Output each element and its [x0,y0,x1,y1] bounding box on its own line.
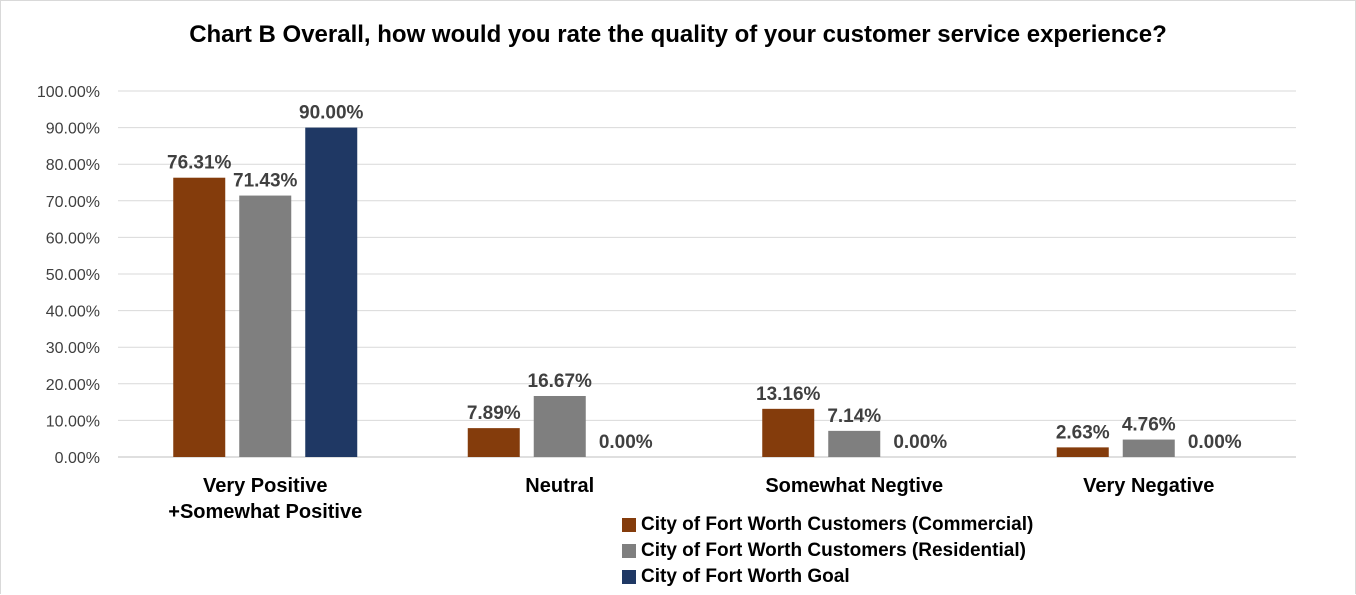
data-label: 7.14% [827,406,881,427]
legend-label: City of Fort Worth Goal [641,566,850,587]
legend: City of Fort Worth Customers (Commercial… [622,512,1033,590]
y-tick-label: 40.00% [46,304,100,321]
x-tick-label: Somewhat Negtive [765,475,943,497]
x-tick-label: Neutral [525,475,594,497]
y-tick-label: 90.00% [46,121,100,138]
data-label: 2.63% [1056,422,1110,443]
y-tick-label: 100.00% [37,84,100,101]
bar [239,195,292,457]
bar [467,428,520,457]
data-label: 4.76% [1122,415,1176,436]
bar [1122,439,1175,457]
legend-swatch [622,570,636,584]
x-tick-label: +Somewhat Positive [168,501,362,523]
y-axis: 0.00% 10.00% 20.00% 30.00% 40.00% 50.00% 60.00… [37,84,100,467]
bar [305,127,358,457]
chart-title: Chart B Overall, how would you rate the … [189,21,1167,48]
legend-label: City of Fort Worth Customers (Commercial… [641,514,1034,535]
y-tick-label: 30.00% [46,340,100,357]
data-label: 16.67% [528,371,593,392]
bar [173,177,226,458]
bar [1056,447,1109,457]
legend-item: City of Fort Worth Customers (Commercial… [622,512,1033,538]
data-label: 7.89% [467,403,521,424]
y-tick-label: 20.00% [46,377,100,394]
y-tick-label: 50.00% [46,267,100,284]
data-label: 76.31% [167,153,232,174]
data-label: 13.16% [756,384,821,405]
legend-swatch [622,518,636,532]
data-label: 0.00% [1188,432,1242,453]
y-tick-label: 80.00% [46,157,100,174]
y-tick-label: 70.00% [46,194,100,211]
data-labels: 76.31%71.43% 90.00% 7.89% 16.67% 0.00% 13.16%… [167,103,1242,453]
y-tick-label: 10.00% [46,413,100,430]
bars [173,127,1175,458]
gridlines [118,90,1296,458]
data-label: 0.00% [599,432,653,453]
legend-swatch [622,544,636,558]
x-tick-label: Very Positive [203,475,328,497]
data-label: 71.43% [233,171,298,192]
y-tick-label: 60.00% [46,230,100,247]
bar [828,430,881,457]
data-label: 0.00% [893,432,947,453]
bar [533,395,586,457]
y-tick-label: 0.00% [55,450,100,467]
bar [762,408,815,457]
legend-item: City of Fort Worth Customers (Residentia… [622,538,1033,564]
x-tick-label: Very Negative [1083,475,1214,497]
x-axis: Very Positive +Somewhat Positive Neutral So… [168,475,1214,523]
legend-item: City of Fort Worth Goal [622,564,1033,590]
legend-label: City of Fort Worth Customers (Residentia… [641,540,1026,561]
data-label: 90.00% [299,103,364,124]
